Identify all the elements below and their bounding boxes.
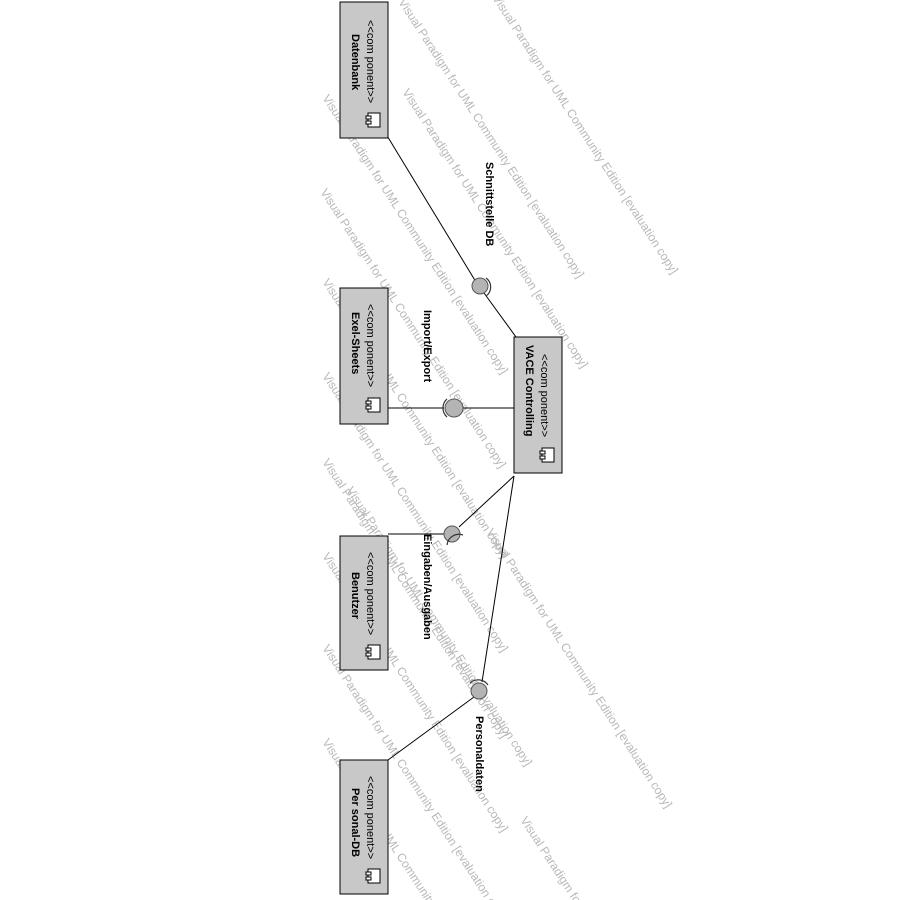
- interface-personaldaten: Personaldaten: [469, 679, 489, 792]
- watermark-text: Visual Paradigm for UML Community Editio…: [489, 0, 681, 277]
- interface-label: Personaldaten: [473, 716, 485, 792]
- component-exel-sheets[interactable]: <<com ponent>> Exel-Sheets: [339, 287, 389, 425]
- component-icon: [365, 397, 381, 413]
- interface-label: Eingaben/Ausgaben: [421, 534, 433, 640]
- interface-schnittstelle-db: Schnittstelle DB: [471, 162, 495, 297]
- socket-arc: [469, 679, 489, 686]
- component-name: Datenbank: [349, 34, 361, 91]
- component-stereotype: <<com ponent>>: [364, 20, 376, 103]
- component-box: [339, 287, 389, 425]
- component-stereotype: <<com ponent>>: [364, 776, 376, 859]
- connectors: [385, 133, 517, 761]
- watermark-text: Visual Paradigm for UML Community Editio…: [483, 526, 675, 811]
- connector-personaldaten-vace: [481, 475, 515, 683]
- interface-label: Import/Export: [421, 310, 433, 382]
- interface-ball: [471, 277, 489, 295]
- connector-eingaben-vace: [458, 475, 515, 528]
- component-icon: [539, 447, 555, 463]
- component-name: VACE Controlling: [523, 345, 535, 436]
- interface-import-export: Import/Export: [421, 310, 464, 418]
- interface-eingaben-ausgaben: Eingaben/Ausgaben: [421, 525, 464, 640]
- connector-personal-personaldaten: [387, 696, 475, 761]
- component-icon: [365, 644, 381, 660]
- interface-ball: [444, 398, 464, 418]
- component-benutzer[interactable]: <<com ponent>> Benutzer: [339, 535, 389, 671]
- socket-arc: [446, 533, 464, 546]
- component-box: [513, 336, 563, 474]
- component-stereotype: <<com ponent>>: [538, 354, 550, 437]
- component-box: [339, 759, 389, 895]
- component-icon: [365, 112, 381, 128]
- watermark-text: Visual Paradigm for UML Community Editio…: [517, 814, 709, 900]
- component-name: Exel-Sheets: [349, 312, 361, 374]
- component-vace-controlling[interactable]: <<com ponent>> VACE Controlling: [513, 336, 563, 474]
- socket-arc: [485, 277, 492, 297]
- component-datenbank[interactable]: <<com ponent>> Datenbank: [339, 1, 389, 139]
- component-icon: [365, 868, 381, 884]
- component-stereotype: <<com ponent>>: [364, 304, 376, 387]
- component-name: Benutzer: [349, 572, 361, 620]
- connector-datenbank-schnittstelle: [385, 133, 477, 283]
- component-name: Per sonal-DB: [349, 788, 361, 857]
- component-box: [339, 535, 389, 671]
- interface-ball: [470, 682, 488, 700]
- component-box: [339, 1, 389, 139]
- interface-label: Schnittstelle DB: [483, 162, 495, 246]
- connector-schnittstelle-vace: [483, 292, 517, 338]
- component-stereotype: <<com ponent>>: [364, 552, 376, 635]
- component-personal-db[interactable]: <<com ponent>> Per sonal-DB: [339, 759, 389, 895]
- socket-arc: [442, 398, 448, 418]
